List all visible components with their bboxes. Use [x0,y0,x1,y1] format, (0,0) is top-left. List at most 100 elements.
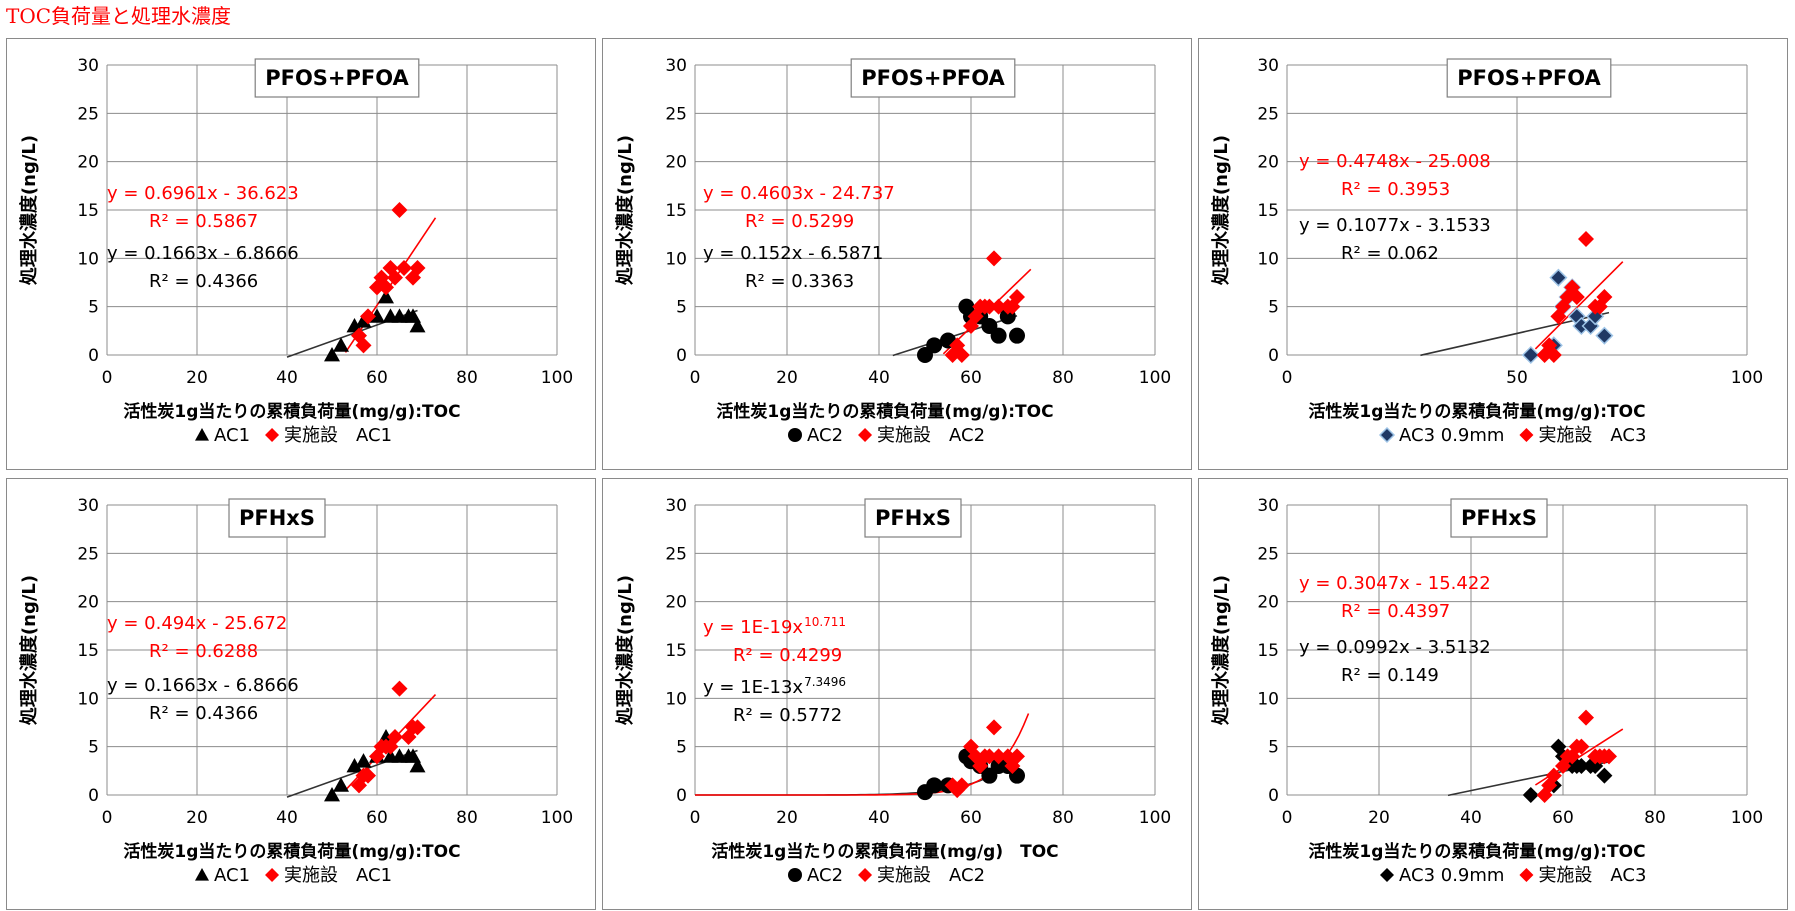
data-point [360,767,376,784]
x-axis-label: 活性炭1g当たりの累積負荷量(mg/g):TOC [123,841,460,862]
y-axis-label: 処理水濃度(ng/L) [614,135,636,285]
y-tick-label: 10 [77,689,99,709]
chart-title-box [228,498,326,538]
chart-panel: 0 5 10 15 20 25 30 0 50 100 活性炭1g当たりの累積負荷量(mg/g):T… [1198,38,1788,470]
y-tick-label: 20 [77,153,99,173]
y-tick-label: 15 [1257,641,1279,661]
data-point [355,337,372,354]
x-tick-label: 40 [868,368,890,388]
chart-title-box [1450,498,1548,538]
chart-svg: 0 5 10 15 20 25 30 0 50 100 活性炭1g当たりの累積負荷量(mg/g):T… [1210,56,1763,446]
chart-panel: 0 5 10 15 20 25 30 0 20 40 60 80 100 活性炭1g当たりの累積負荷量(m… [1198,478,1788,910]
trend-equation: y = 0.0992x - 3.5132 [1299,637,1491,658]
y-tick-label: 25 [665,544,687,564]
chart-panel: 0 5 10 15 20 25 30 0 20 40 60 80 100 活性炭1g当たりの累積負荷量(m… [6,38,596,470]
trendline [1534,261,1624,350]
data-point [1549,268,1568,287]
data-point [953,347,970,363]
trend-equation: y = 0.494x - 25.672 [107,613,287,634]
x-tick-label: 0 [690,808,701,828]
x-axis-label: 活性炭1g当たりの累積負荷量(mg/g):TOC [716,401,1053,422]
x-tick-label: 60 [960,368,982,388]
trend-equation: y = 0.3047x - 15.422 [1299,573,1491,594]
data-point [1591,298,1608,315]
page-title: TOC負荷量と処理水濃度 [6,4,232,28]
data-point [355,753,372,768]
x-tick-label: 100 [541,368,573,388]
legend-entry: 実施設 AC1 [284,865,392,886]
trend-equation: y = 1E-19x [703,617,803,638]
data-point [1578,231,1594,247]
x-tick-label: 100 [1731,808,1763,828]
y-tick-label: 15 [665,201,687,221]
chart-title-box [254,58,420,98]
data-point [346,758,363,773]
x-tick-label: 60 [366,808,388,828]
legend-marker [1380,868,1394,882]
data-point [391,202,408,218]
chart-title: PFHxS [875,506,951,530]
legend-marker [858,428,873,442]
legend-marker [195,428,209,441]
data-point [990,327,1007,344]
data-point [1004,298,1021,315]
r-squared: R² = 0.5867 [149,211,258,232]
data-point [1009,748,1025,765]
data-point [324,347,340,362]
y-tick-label: 5 [88,738,99,758]
data-point [382,738,399,755]
y-tick-label: 5 [1268,298,1279,318]
r-squared: R² = 0.5772 [733,705,842,726]
r-squared: R² = 0.149 [1341,665,1439,686]
r-squared: R² = 0.4366 [149,703,258,724]
chart-panel: 0 5 10 15 20 25 30 0 20 40 60 80 100 活性炭1g当たりの累積負荷量(m… [602,478,1192,910]
x-tick-label: 80 [1052,808,1074,828]
x-tick-label: 40 [868,808,890,828]
trend-equation: y = 0.1663x - 6.8666 [107,675,299,696]
chart-svg: 0 5 10 15 20 25 30 0 20 40 60 80 100 活性炭1g当たりの累積負荷量(m… [614,496,1171,886]
y-tick-label: 25 [665,104,687,124]
legend-entry: 実施設 AC3 [1538,865,1646,886]
legend-entry: AC1 [214,425,250,446]
data-point [999,748,1016,765]
y-tick-label: 0 [676,346,687,366]
y-tick-label: 10 [1257,249,1279,269]
x-tick-label: 50 [1506,368,1528,388]
y-tick-label: 10 [77,249,99,269]
x-tick-label: 0 [1282,808,1293,828]
legend-entry: AC2 [807,865,843,886]
data-point [360,308,376,325]
trend-equation: y = 0.1663x - 6.8666 [107,243,299,264]
y-tick-label: 15 [77,641,99,661]
y-axis-label: 処理水濃度(ng/L) [1210,575,1232,725]
r-squared: R² = 0.062 [1341,243,1439,264]
x-tick-label: 80 [1052,368,1074,388]
y-tick-label: 30 [77,496,99,516]
r-squared: R² = 0.6288 [149,641,258,662]
y-tick-label: 0 [676,786,687,806]
x-tick-label: 0 [102,808,113,828]
x-tick-label: 20 [1368,808,1390,828]
x-tick-label: 20 [776,368,798,388]
x-tick-label: 0 [690,368,701,388]
y-axis-label: 処理水濃度(ng/L) [614,575,636,725]
data-point [369,279,385,296]
x-tick-label: 0 [1282,368,1293,388]
chart-svg: 0 5 10 15 20 25 30 0 20 40 60 80 100 活性炭1g当たりの累積負荷量(m… [1210,496,1763,886]
data-point [1009,289,1025,305]
x-tick-label: 100 [1139,368,1171,388]
data-point [409,318,426,333]
x-axis-label: 活性炭1g当たりの累積負荷量(mg/g):TOC [1308,841,1645,862]
data-point [990,298,1007,315]
y-tick-label: 30 [1257,56,1279,76]
data-point [953,777,970,794]
chart-title: PFOS+PFOA [265,66,409,90]
legend-marker [1519,868,1534,882]
data-point [1568,289,1585,305]
r-squared: R² = 0.5299 [745,211,854,232]
x-tick-label: 60 [1552,808,1574,828]
data-point [333,337,349,352]
data-point [1004,758,1021,774]
data-point [981,298,998,315]
y-tick-label: 25 [77,104,99,124]
